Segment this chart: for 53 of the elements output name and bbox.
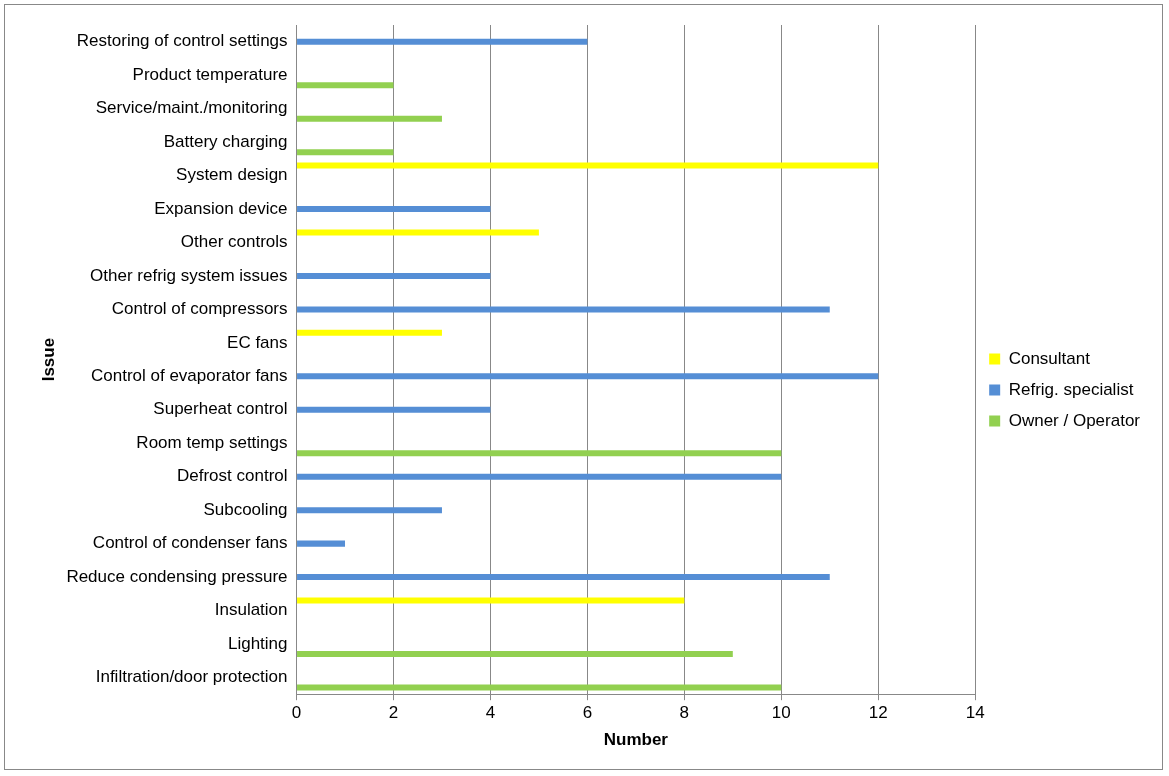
x-axis-title: Number: [603, 730, 669, 750]
y-tick-label: Control of compressors: [111, 299, 288, 319]
y-tick-label: Battery charging: [163, 131, 288, 151]
bar: [297, 450, 782, 457]
bar: [297, 206, 491, 213]
y-tick-label: Lighting: [227, 633, 288, 653]
y-tick-label: Infiltration/door protection: [95, 667, 288, 687]
legend-label: Refrig. specialist: [1008, 379, 1134, 399]
x-tick-label: 8: [679, 703, 690, 723]
y-tick-label: Room temp settings: [136, 432, 288, 452]
bar: [297, 306, 830, 313]
y-tick-label: Restoring of control settings: [76, 31, 288, 51]
y-tick-label: Superheat control: [153, 399, 288, 419]
y-tick-label: Control of condenser fans: [92, 533, 288, 553]
bar: [297, 329, 442, 336]
bar: [297, 651, 733, 658]
bar: [297, 597, 685, 604]
bar: [297, 162, 879, 169]
y-tick-label: Subcooling: [203, 499, 288, 519]
y-tick-label: System design: [176, 165, 288, 185]
bar: [297, 229, 539, 236]
legend-label: Owner / Operator: [1008, 410, 1141, 430]
x-tick-label: 12: [868, 703, 888, 723]
x-tick-label: 14: [965, 703, 985, 723]
bar: [297, 373, 879, 380]
y-tick-label: Other controls: [180, 232, 288, 252]
bar: [297, 574, 830, 581]
x-tick-label: 6: [582, 703, 593, 723]
bar: [297, 507, 442, 514]
y-tick-label: Insulation: [214, 600, 288, 620]
bar: [297, 272, 491, 279]
y-tick-label: Expansion device: [154, 198, 288, 218]
y-tick-label: Other refrig system issues: [90, 265, 288, 285]
y-tick-label: EC fans: [227, 332, 288, 352]
x-tick-label: 2: [388, 703, 399, 723]
y-axis-title: Issue: [38, 337, 58, 382]
x-tick-label: 10: [771, 703, 791, 723]
legend-label: Consultant: [1008, 348, 1091, 368]
y-tick-label: Reduce condensing pressure: [66, 566, 288, 586]
x-tick-label: 0: [291, 703, 302, 723]
y-tick-label: Control of evaporator fans: [90, 366, 288, 386]
bar: [297, 540, 346, 547]
bar: [297, 38, 588, 45]
y-tick-label: Service/maint./monitoring: [95, 98, 288, 118]
bar: [297, 115, 442, 122]
x-tick-label: 4: [485, 703, 496, 723]
bar: [297, 82, 394, 89]
bar: [297, 684, 782, 691]
y-tick-label: Product temperature: [132, 64, 288, 84]
bar: [297, 473, 782, 480]
bar: [297, 149, 394, 156]
bar: [297, 406, 491, 413]
y-tick-label: Defrost control: [176, 466, 288, 486]
